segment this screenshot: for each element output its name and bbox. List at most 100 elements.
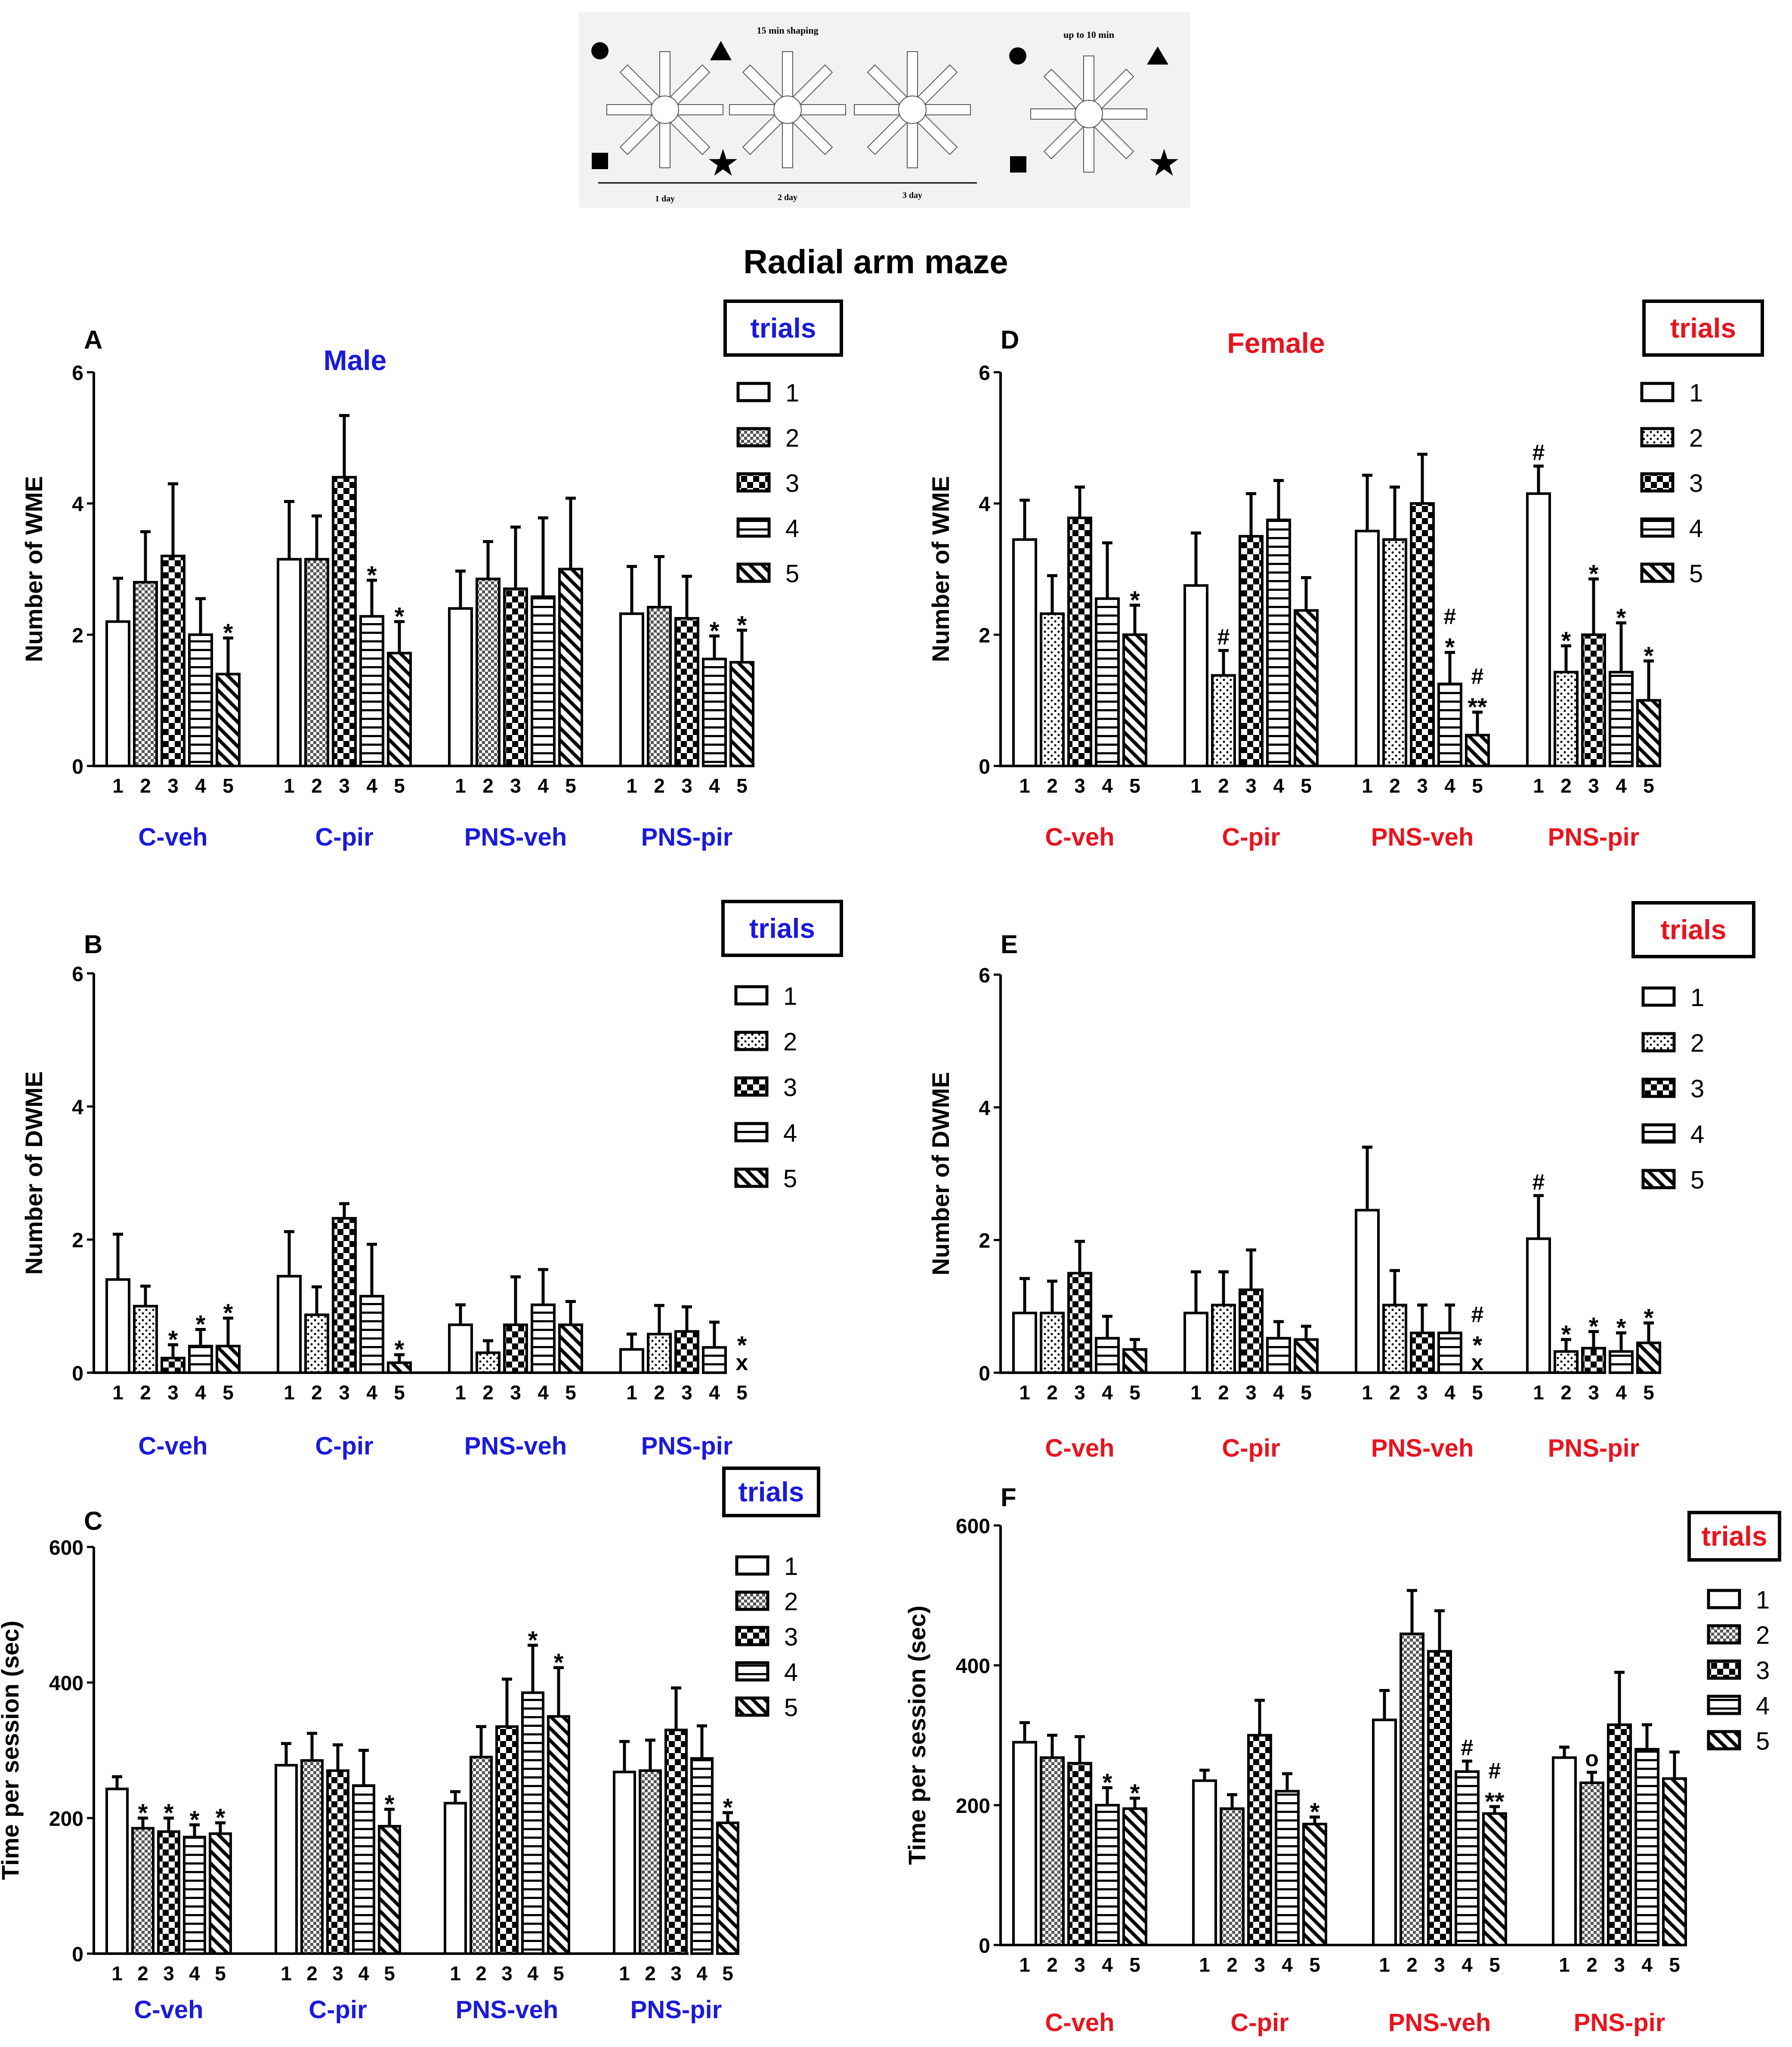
bar xyxy=(1183,584,1208,767)
x-tick-label: 3 xyxy=(339,775,350,797)
bar xyxy=(131,1827,154,1955)
bar-group-c-pir: 1 2 3 * 4 * 5 C-pir xyxy=(277,414,412,851)
bar xyxy=(378,1825,401,1955)
x-tick-label: 2 xyxy=(476,1962,487,1985)
bar xyxy=(716,1822,739,1955)
x-tick-label: 4 xyxy=(1444,775,1455,797)
bar xyxy=(619,612,644,767)
y-tick-label: 6 xyxy=(979,964,990,987)
x-tick-label: 3 xyxy=(163,1962,174,1985)
bar xyxy=(1095,597,1120,767)
x-tick-label: 3 xyxy=(510,775,521,797)
bar xyxy=(1382,1303,1407,1374)
group-label: PNS-veh xyxy=(1371,823,1474,851)
x-tick-label: 5 xyxy=(553,1962,564,1985)
x-tick-label: 4 xyxy=(1641,1954,1653,1976)
x-tick-label: 4 xyxy=(358,1962,369,1985)
maze-arm xyxy=(659,51,670,97)
bar xyxy=(1122,1807,1147,1946)
y-tick-label: 4 xyxy=(979,1097,990,1120)
bar xyxy=(558,568,583,767)
legend-label: 3 xyxy=(785,469,799,497)
x-tick-label: 3 xyxy=(670,1962,682,1985)
x-tick-label: 1 xyxy=(1019,1954,1030,1976)
significance-mark: # xyxy=(1217,625,1230,650)
bar xyxy=(1122,633,1147,767)
legend-title: trials xyxy=(738,1476,804,1507)
significance-mark: o xyxy=(1585,1747,1599,1772)
maze-arm xyxy=(677,104,723,115)
x-tick-label: 2 xyxy=(1047,775,1058,797)
significance-mark: * xyxy=(1103,1769,1112,1797)
y-tick-label: 400 xyxy=(49,1672,83,1695)
bar xyxy=(476,577,501,767)
radial-maze-icon xyxy=(854,51,971,168)
legend-label: 1 xyxy=(1690,984,1704,1012)
bar-group-c-veh: 1 2 3 4 * 5 C-veh xyxy=(1012,485,1147,851)
bar xyxy=(531,1303,556,1374)
x-tick-label: 4 xyxy=(1616,775,1627,797)
legend-label: 3 xyxy=(783,1074,797,1102)
bar xyxy=(647,605,672,767)
bar xyxy=(470,1756,493,1955)
x-tick-label: 2 xyxy=(1218,775,1229,797)
x-tick-label: 4 xyxy=(1102,1381,1113,1404)
legend-swatch xyxy=(734,1167,769,1188)
bar xyxy=(332,1217,357,1374)
bar xyxy=(326,1769,349,1955)
x-tick-label: 3 xyxy=(1417,1381,1428,1404)
significance-mark: * xyxy=(223,619,233,647)
x-tick-label: 2 xyxy=(311,775,322,797)
x-tick-label: 2 xyxy=(140,775,151,797)
x-tick-label: 4 xyxy=(366,1381,377,1404)
y-tick-label: 0 xyxy=(72,756,83,778)
legend-label: 1 xyxy=(1689,379,1703,407)
bar xyxy=(495,1725,519,1955)
x-tick-label: 5 xyxy=(1643,1381,1654,1404)
y-tick-label: 2 xyxy=(979,624,990,647)
x-tick-label: 2 xyxy=(137,1962,148,1985)
maze-schematic: 15 min shaping up to 10 min ★ ★ 1 day 2 … xyxy=(579,12,1190,208)
x-tick-label: 2 xyxy=(140,1381,151,1404)
x-tick-label: 5 xyxy=(215,1962,226,1985)
bar xyxy=(1382,538,1407,767)
bar xyxy=(1636,699,1661,767)
x-tick-label: 5 xyxy=(222,775,234,797)
bar xyxy=(448,607,473,767)
significance-mark: * xyxy=(1616,604,1626,632)
legend-label: 1 xyxy=(1756,1586,1770,1614)
significance-mark: ** xyxy=(1468,693,1487,721)
significance-mark: x xyxy=(736,1350,748,1375)
bar xyxy=(1239,535,1264,767)
bar xyxy=(133,581,158,767)
bar xyxy=(1579,1781,1604,1946)
x-tick-label: 5 xyxy=(1472,1381,1483,1404)
legend-title-box xyxy=(1631,901,1755,958)
legend-label: 3 xyxy=(1690,1075,1704,1103)
bar xyxy=(105,1278,130,1374)
bar xyxy=(1455,1770,1480,1946)
legend-swatch xyxy=(1640,382,1675,402)
bar xyxy=(1040,612,1065,767)
x-tick-label: 4 xyxy=(709,1381,720,1404)
bar xyxy=(216,673,241,767)
bar-group-pns-veh: 1 2 3 4 5 PNS-veh xyxy=(448,1268,583,1460)
bar xyxy=(690,1757,714,1955)
bar xyxy=(300,1759,324,1955)
group-label: C-pir xyxy=(1230,2009,1288,2037)
bar xyxy=(1410,1331,1435,1374)
legend-swatch xyxy=(735,1555,769,1576)
x-tick-label: 2 xyxy=(1560,775,1572,797)
bar-group-c-pir: 1 2 3 4 5 C-pir xyxy=(1183,1248,1319,1462)
legend-label: 4 xyxy=(1689,515,1703,543)
bar xyxy=(133,1305,158,1374)
bar xyxy=(448,1323,473,1374)
legend: trials 1 2 3 4 5 xyxy=(1687,1511,1781,1755)
legend-swatch xyxy=(1641,1032,1676,1053)
bar xyxy=(359,1295,384,1374)
bar xyxy=(1095,1804,1120,1946)
significance-mark: * xyxy=(196,1310,206,1338)
bar xyxy=(1239,1288,1264,1374)
x-tick-label: 3 xyxy=(681,1381,692,1404)
significance-mark: * xyxy=(216,1804,226,1832)
